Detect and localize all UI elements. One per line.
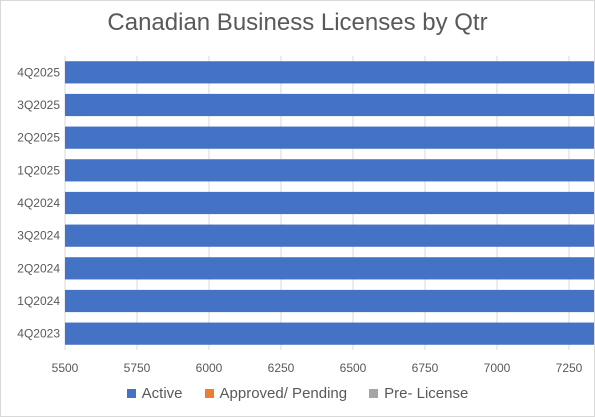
y-tick-label-4Q2023: 4Q2023: [17, 327, 60, 341]
y-tick-label-3Q2024: 3Q2024: [17, 229, 60, 243]
legend-label-pre-license: Pre- License: [384, 385, 469, 402]
bar-active-4Q2024: [65, 191, 594, 215]
chart-legend: Active Approved/ Pending Pre- License: [1, 385, 594, 402]
bar-active-3Q2025: [65, 93, 594, 117]
chart-title: Canadian Business Licenses by Qtr: [107, 9, 488, 36]
y-tick-label-3Q2025: 3Q2025: [17, 98, 60, 112]
legend-swatch-active: [126, 389, 136, 398]
bar-active-3Q2024: [65, 224, 594, 247]
legend-swatch-approved-pending: [204, 389, 214, 398]
legend-label-active: Active: [141, 385, 183, 402]
y-tick-label-4Q2024: 4Q2024: [17, 196, 60, 210]
y-tick-label-4Q2025: 4Q2025: [17, 65, 60, 79]
x-tick-label-5750: 5750: [124, 361, 151, 375]
bar-active-1Q2024: [65, 289, 594, 313]
bar-active-2Q2024: [65, 257, 594, 280]
x-tick-label-6000: 6000: [196, 361, 223, 375]
legend-item-approved-pending: Approved/ Pending: [204, 385, 348, 402]
bar-active-2Q2025: [65, 126, 594, 149]
legend-label-approved-pending: Approved/ Pending: [219, 385, 348, 402]
legend-item-pre-license: Pre- License: [369, 385, 468, 402]
bar-active-1Q2025: [65, 159, 594, 182]
x-tick-label-7000: 7000: [484, 361, 511, 375]
y-tick-label-1Q2024: 1Q2024: [17, 294, 60, 308]
y-tick-label-2Q2024: 2Q2024: [17, 261, 60, 275]
x-tick-label-5500: 5500: [52, 361, 79, 375]
y-tick-label-1Q2025: 1Q2025: [17, 163, 60, 177]
bar-active-4Q2025: [65, 61, 594, 84]
bar-active-4Q2023: [65, 322, 594, 345]
legend-swatch-pre-license: [369, 389, 379, 398]
x-tick-label-6750: 6750: [412, 361, 439, 375]
x-tick-label-6500: 6500: [340, 361, 367, 375]
legend-item-active: Active: [126, 385, 183, 402]
x-tick-label-6250: 6250: [268, 361, 295, 375]
x-tick-label-7250: 7250: [556, 361, 583, 375]
y-tick-label-2Q2025: 2Q2025: [17, 131, 60, 145]
